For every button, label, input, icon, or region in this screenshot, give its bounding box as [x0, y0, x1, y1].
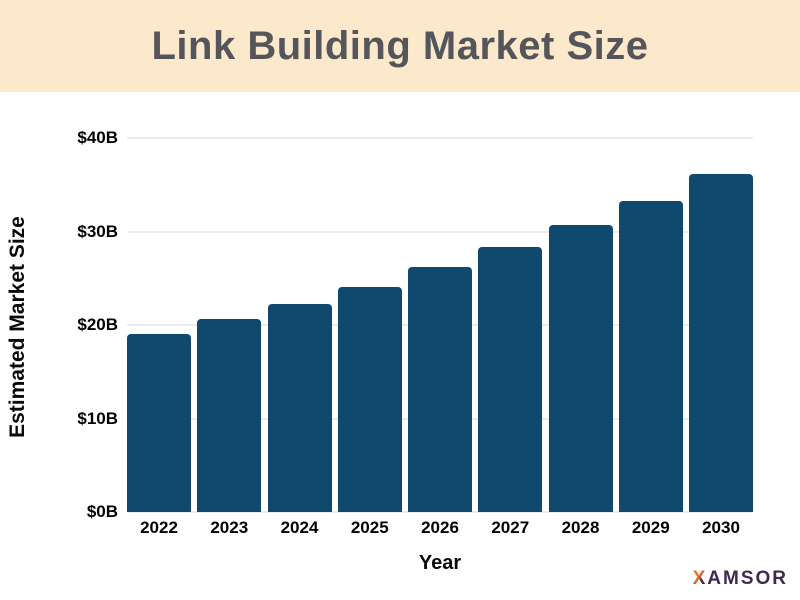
bar-2022 [127, 334, 191, 512]
bar-2029 [618, 200, 683, 512]
x-tick-labels: 2022 2023 2024 2025 2026 2027 2028 2029 2030 [127, 518, 753, 538]
x-tick-label: 2026 [421, 518, 459, 537]
x-tick-label: 2030 [702, 518, 740, 537]
x-tick-label: 2027 [491, 518, 530, 537]
brand-logo-x-glyph: X [692, 568, 708, 589]
bar-2023 [197, 319, 262, 512]
header-banner: Link Building Market Size [0, 0, 800, 92]
bar-2024 [267, 303, 332, 512]
x-axis-title: Year [418, 552, 462, 574]
y-gridline [127, 230, 753, 233]
x-tick-label: 2029 [631, 518, 670, 537]
bar-2030 [689, 173, 753, 512]
plot-area [127, 137, 753, 513]
y-gridline [127, 511, 753, 513]
y-axis-title: Estimated Market Size [6, 216, 29, 438]
brand-logo-text: AMSOR [707, 568, 788, 589]
bar-2027 [478, 247, 543, 512]
x-tick-label: 2024 [280, 518, 319, 537]
brand-logo: XAMSOR [693, 568, 788, 590]
x-tick-label: 2023 [210, 518, 249, 537]
x-tick-label: 2022 [140, 518, 178, 537]
bar-2028 [548, 224, 613, 512]
x-tick-label: 2025 [350, 518, 389, 537]
y-tick-label: $10B [77, 408, 118, 428]
y-tick-label: $40B [77, 128, 118, 147]
y-tick-label: $30B [77, 221, 118, 241]
bar-2025 [337, 286, 402, 512]
y-tick-label: $0B [86, 502, 118, 521]
y-gridline [127, 137, 753, 139]
bar-2026 [408, 267, 472, 512]
y-tick-label: $20B [77, 315, 118, 334]
chart-title: Link Building Market Size [151, 23, 649, 68]
bars-layer [127, 138, 753, 512]
x-tick-label: 2028 [561, 518, 600, 537]
